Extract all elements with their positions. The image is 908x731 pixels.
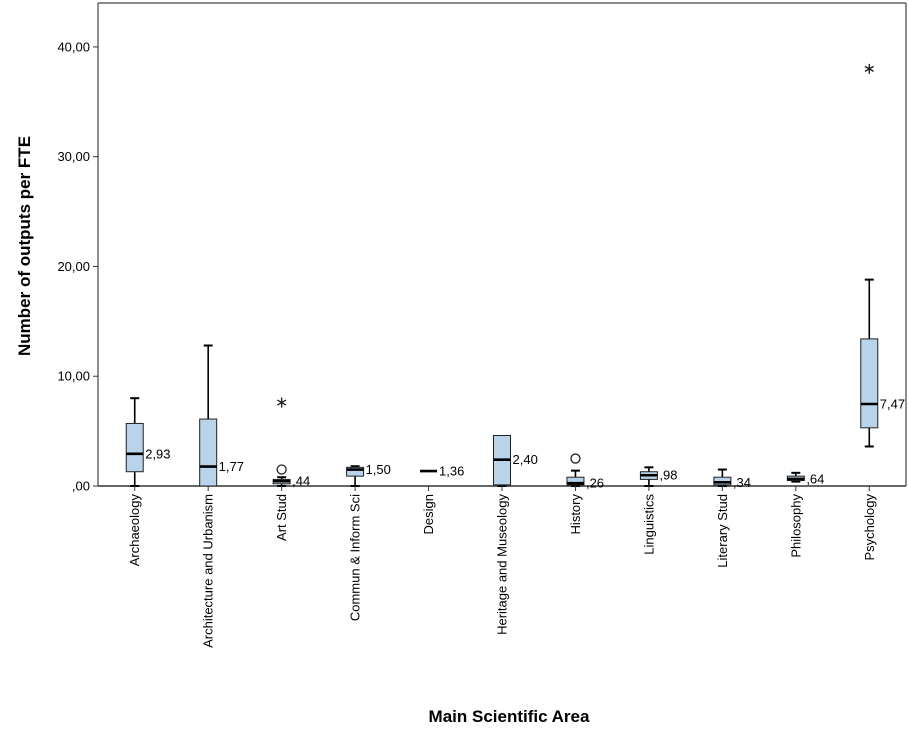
y-axis-ticks: ,00 10,00 20,00 30,00 40,00 [57, 39, 98, 494]
y-tick-label: 20,00 [57, 259, 90, 274]
extreme-stroke [276, 399, 287, 406]
x-category-label: Architecture and Urbanism [201, 494, 216, 648]
x-category-label: Commun & Inform Sci [348, 494, 363, 621]
x-category-label: Heritage and Museology [495, 494, 510, 635]
median-value-label: 7,47 [880, 396, 905, 411]
x-category-label: Art Stud [274, 494, 289, 541]
x-axis-title: Main Scientific Area [429, 707, 590, 726]
x-category-label: Literary Stud [715, 494, 730, 568]
x-category-label: Linguistics [641, 494, 656, 555]
x-category-label: Psychology [862, 494, 877, 561]
y-axis-title: Number of outputs per FTE [15, 136, 34, 356]
extreme-point [864, 63, 874, 74]
x-category-label: Philosophy [788, 494, 803, 558]
plot-frame [97, 2, 907, 487]
median-value-label: 2,93 [145, 446, 170, 461]
x-axis-category-labels: Archaeology Architecture and Urbanism Art … [127, 486, 877, 648]
y-tick-label: 30,00 [57, 149, 90, 164]
x-category-label: Archaeology [127, 494, 142, 567]
iqr-box [860, 338, 879, 429]
median-value-label: ,34 [733, 475, 751, 490]
extreme-point [276, 397, 287, 408]
iqr-box [346, 466, 365, 477]
median-value-label: 1,36 [439, 464, 464, 479]
iqr-box [125, 422, 144, 473]
boxes: 2,93 1,77 ,44 1,50 1,36 2,40 ,26 ,98 ,34 ,64 7,47 [125, 63, 905, 491]
median-value-label: ,44 [292, 474, 310, 489]
extreme-stroke [864, 65, 874, 72]
x-category-label: History [568, 494, 583, 535]
median-value-label: ,26 [586, 476, 604, 491]
median-value-label: 1,50 [366, 462, 391, 477]
x-category-label: Design [421, 494, 436, 534]
outlier-point [276, 464, 287, 475]
iqr-box [566, 476, 585, 486]
median-value-label: ,98 [659, 468, 677, 483]
iqr-box [199, 418, 218, 487]
y-tick-label: 40,00 [57, 39, 90, 54]
median-value-label: 1,77 [219, 459, 244, 474]
median-value-label: ,64 [806, 471, 824, 486]
y-tick-label: ,00 [72, 479, 90, 494]
outlier-point [570, 453, 581, 464]
median-value-label: 2,40 [513, 452, 538, 467]
y-tick-label: 10,00 [57, 369, 90, 384]
